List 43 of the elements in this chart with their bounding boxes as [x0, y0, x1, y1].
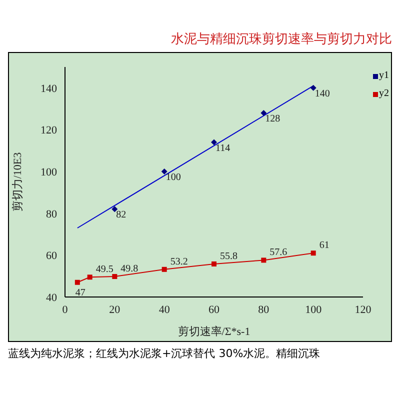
point	[87, 274, 92, 280]
y-tick-label: 40	[46, 292, 58, 304]
y-tick-label: 80	[46, 208, 58, 220]
x-tick-label: 60	[208, 304, 220, 316]
data-label: 47	[75, 287, 86, 298]
point	[212, 261, 216, 266]
y-tick-label: 60	[46, 250, 58, 262]
x-tick-label: 80	[258, 304, 270, 316]
y-tick-label: 100	[40, 166, 58, 178]
data-label: 49.8	[120, 264, 138, 275]
data-label: 49.5	[96, 264, 114, 276]
x-tick-label: 120	[354, 304, 372, 316]
y-axis-title: 剪切力/10E3	[10, 152, 24, 212]
x-tick-label: 20	[109, 304, 121, 316]
point	[112, 206, 118, 212]
data-label: 100	[166, 172, 181, 184]
data-label: 128	[265, 113, 280, 124]
data-label: 61	[319, 240, 330, 252]
y-tick-label: 120	[40, 124, 58, 137]
text: 蓝线为纯水泥浆；红线为水泥浆+沉球替代 30%水泥。精细沉珠	[8, 346, 322, 361]
x-tick-label: 0	[62, 304, 68, 316]
point	[260, 110, 267, 116]
point	[162, 266, 167, 272]
data-label: 55.8	[220, 250, 238, 262]
point	[211, 139, 217, 146]
x-tick-label: 100	[305, 304, 322, 316]
point	[74, 280, 80, 285]
data-label: 114	[215, 142, 230, 154]
x-axis-title: 剪切速率/Σ*s-1	[178, 325, 250, 338]
legend-label: y1	[379, 69, 389, 83]
data-label: 53.2	[170, 256, 188, 268]
point	[310, 250, 316, 256]
point	[310, 84, 316, 91]
point	[161, 168, 168, 175]
chart-title: 水泥与精细沉珠剪切速率与剪切力对比	[170, 31, 392, 49]
point	[261, 258, 266, 263]
data-label: 82	[116, 210, 126, 221]
x-tick-label: 40	[158, 304, 170, 316]
point	[112, 274, 118, 280]
legend-label: y2	[379, 87, 389, 101]
data-label: 57.6	[270, 247, 288, 258]
y-tick-label: 140	[40, 82, 58, 95]
data-label: 140	[314, 88, 330, 100]
